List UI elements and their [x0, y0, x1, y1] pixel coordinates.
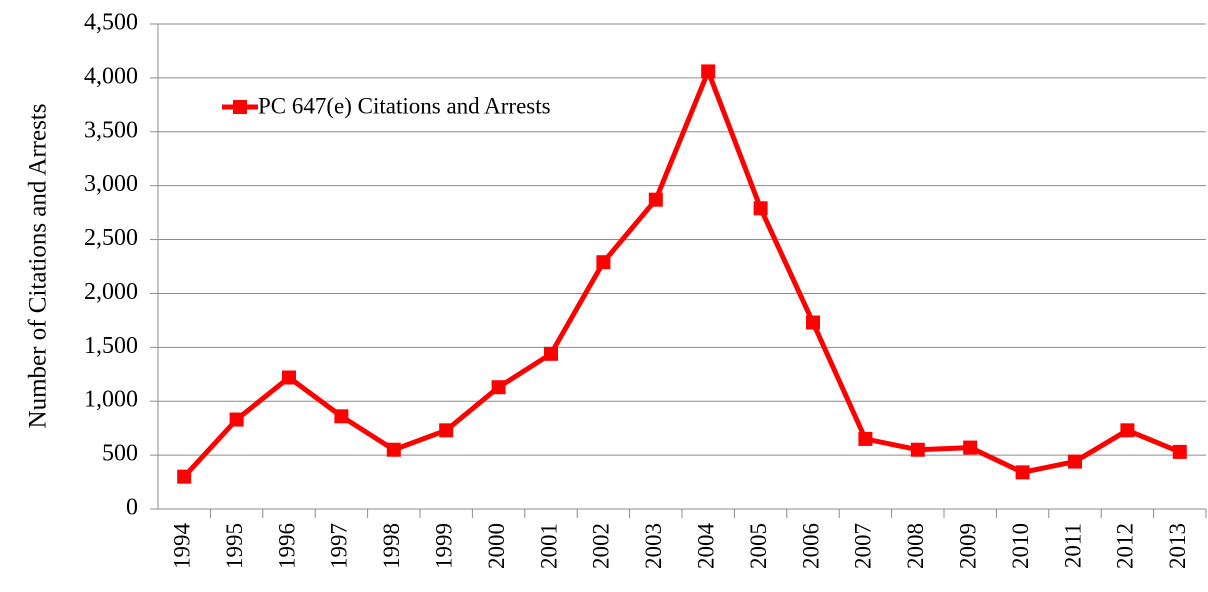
y-tick-label: 4,000 — [84, 63, 138, 89]
x-tick-label: 2013 — [1165, 523, 1190, 569]
line — [182, 68, 1181, 479]
x-tick-label: 2005 — [746, 523, 771, 569]
y-tick-label: 500 — [102, 441, 138, 467]
y-axis-label: Number of Citations and Arrests — [25, 104, 52, 429]
marker — [910, 442, 925, 457]
marker — [334, 409, 349, 424]
marker — [1068, 454, 1082, 469]
x-tick-label: 2010 — [1008, 523, 1033, 569]
x-tick-label: 2002 — [589, 523, 614, 569]
marker — [1120, 423, 1135, 438]
marker — [177, 469, 192, 484]
marker — [544, 346, 558, 361]
marker — [1015, 465, 1030, 480]
y-tick-label: 4,500 — [84, 10, 138, 36]
x-tick-label: 1994 — [169, 523, 194, 570]
x-tick-label: 1997 — [327, 523, 352, 569]
y-tick-label: 2,000 — [84, 279, 138, 305]
marker — [963, 440, 978, 455]
x-tick-label: 2007 — [851, 523, 876, 569]
y-tick-label: 3,000 — [84, 171, 138, 197]
x-tick-label: 2001 — [536, 523, 561, 569]
x-tick-label: 2006 — [798, 523, 823, 569]
x-tick-label: 2008 — [903, 523, 928, 569]
x-tick-label: 2003 — [641, 523, 666, 569]
x-tick-label: 2009 — [955, 523, 980, 569]
marker — [701, 64, 716, 79]
marker — [491, 380, 506, 395]
marker — [282, 370, 296, 385]
marker — [439, 423, 454, 438]
y-tick-label: 1,500 — [84, 333, 138, 359]
legend-marker — [233, 100, 247, 114]
y-tick-label: 0 — [126, 495, 138, 521]
x-tick-label: 2012 — [1113, 523, 1138, 569]
marker — [1172, 444, 1187, 459]
marker — [753, 201, 768, 216]
marker — [806, 315, 820, 330]
marker — [229, 412, 244, 427]
y-tick-label: 2,500 — [84, 225, 138, 251]
marker — [648, 192, 663, 207]
x-tick-label: 1995 — [222, 523, 247, 569]
marker — [858, 431, 873, 446]
y-tick-label: 1,000 — [84, 387, 138, 413]
x-tick-label: 2011 — [1060, 523, 1085, 568]
marker — [596, 255, 611, 270]
x-tick-label: 1998 — [379, 523, 404, 569]
legend-label: PC 647(e) Citations and Arrests — [258, 93, 551, 118]
y-tick-label: 3,500 — [84, 117, 138, 143]
x-tick-label: 1996 — [274, 523, 299, 569]
x-tick-label: 1999 — [431, 523, 456, 569]
x-tick-label: 2000 — [484, 523, 509, 569]
marker — [386, 442, 401, 457]
x-tick-label: 2004 — [693, 523, 718, 570]
